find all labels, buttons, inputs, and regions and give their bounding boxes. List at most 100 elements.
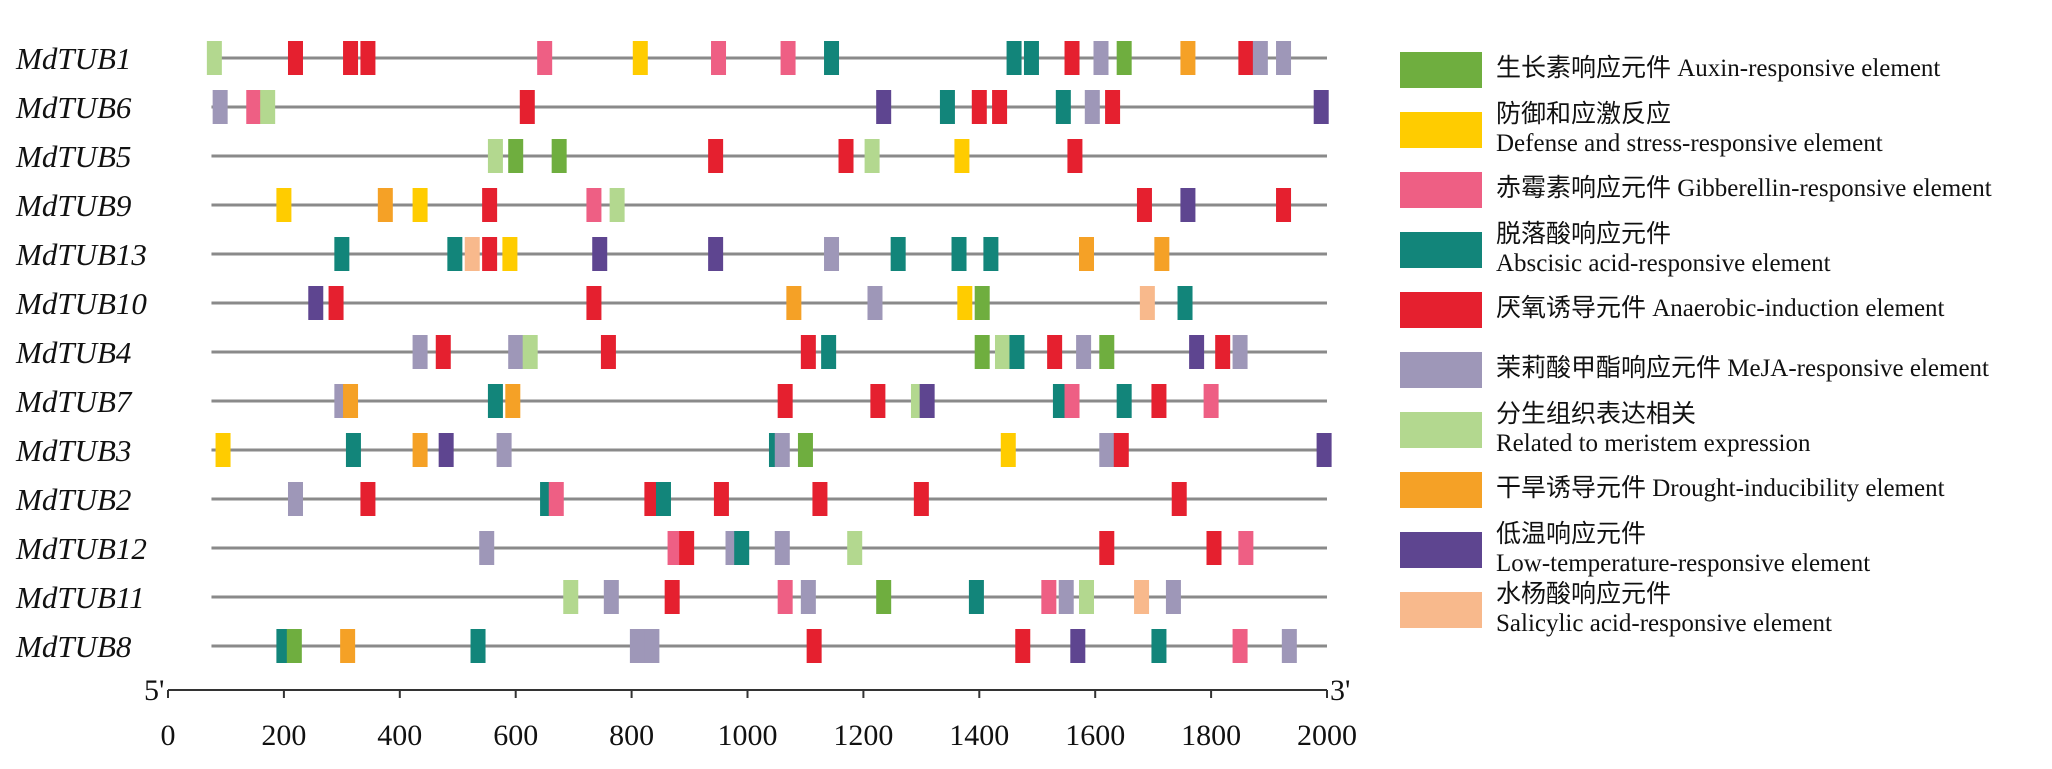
element-box-abscisic xyxy=(1023,41,1039,75)
legend-label: 生长素响应元件 Auxin-responsive element xyxy=(1496,55,1941,82)
element-box-meristem xyxy=(864,139,880,173)
element-box-abscisic xyxy=(447,237,463,271)
element-box-anaerobic xyxy=(644,482,660,516)
element-box-abscisic xyxy=(1006,41,1022,75)
element-box-drought xyxy=(505,384,521,418)
gene-row: MdTUB4 xyxy=(15,335,1327,370)
element-box-abscisic xyxy=(1177,286,1193,320)
element-box-drought xyxy=(340,629,356,663)
x-axis: 5' 3' 0 200 400 600 800 1000 1200 1400 1600 1800 2… xyxy=(144,674,1357,752)
element-box-anaerobic xyxy=(1238,41,1254,75)
element-box-anaerobic xyxy=(1215,335,1231,369)
element-box-lowtemp xyxy=(308,286,324,320)
element-box-anaerobic xyxy=(287,41,303,75)
element-box-anaerobic xyxy=(343,41,359,75)
x-tick-label: 200 xyxy=(261,719,306,752)
legend-label: 水杨酸响应元件 Salicylic acid-responsive element xyxy=(1496,581,1832,637)
element-box-meja xyxy=(644,629,660,663)
gene-row: MdTUB12 xyxy=(15,531,1327,566)
legend-swatch xyxy=(1400,412,1482,448)
element-box-anaerobic xyxy=(1136,188,1152,222)
element-box-abscisic xyxy=(1055,90,1071,124)
element-box-auxin xyxy=(974,286,990,320)
gene-row: MdTUB1 xyxy=(15,41,1327,76)
element-box-meja xyxy=(1058,580,1074,614)
gene-label: MdTUB6 xyxy=(15,90,132,125)
gene-row: MdTUB9 xyxy=(15,188,1327,223)
gene-row: MdTUB7 xyxy=(15,384,1327,419)
legend-label: 低温响应元件 Low-temperature-responsive element xyxy=(1496,521,1871,577)
element-box-auxin xyxy=(1116,41,1132,75)
element-box-meja xyxy=(1084,90,1100,124)
element-box-anaerobic xyxy=(1047,335,1063,369)
gene-row: MdTUB6 xyxy=(15,90,1329,125)
element-box-meja xyxy=(629,629,645,663)
gene-label: MdTUB9 xyxy=(15,188,131,223)
element-box-meristem xyxy=(522,335,538,369)
element-box-drought xyxy=(1154,237,1170,271)
element-box-meristem xyxy=(609,188,625,222)
element-box-meja xyxy=(774,433,790,467)
element-box-anaerobic xyxy=(800,335,816,369)
legend-label: 茉莉酸甲酯响应元件 MeJA-responsive element xyxy=(1496,355,1989,382)
element-box-meristem xyxy=(994,335,1010,369)
element-box-anaerobic xyxy=(586,286,602,320)
gene-label: MdTUB12 xyxy=(15,531,147,566)
element-box-meja xyxy=(479,531,495,565)
element-box-anaerobic xyxy=(1276,188,1292,222)
element-box-defense xyxy=(215,433,231,467)
element-box-abscisic xyxy=(1009,335,1025,369)
element-box-anaerobic xyxy=(328,286,344,320)
element-box-anaerobic xyxy=(435,335,451,369)
element-box-defense xyxy=(502,237,518,271)
element-box-anaerobic xyxy=(1151,384,1167,418)
element-box-gibberellin xyxy=(537,41,553,75)
gene-label: MdTUB5 xyxy=(15,139,131,174)
legend-swatch xyxy=(1400,472,1482,508)
element-box-abscisic xyxy=(470,629,486,663)
element-box-gibberellin xyxy=(1203,384,1219,418)
element-box-meristem xyxy=(1079,580,1095,614)
element-box-lowtemp xyxy=(1180,188,1196,222)
element-box-drought xyxy=(377,188,393,222)
element-box-gibberellin xyxy=(777,580,793,614)
element-box-defense xyxy=(957,286,973,320)
element-box-auxin xyxy=(508,139,524,173)
element-box-gibberellin xyxy=(246,90,262,124)
x-tick-label: 1200 xyxy=(833,719,893,752)
element-box-gibberellin xyxy=(780,41,796,75)
legend-swatch xyxy=(1400,592,1482,628)
element-box-anaerobic xyxy=(971,90,987,124)
gene-label: MdTUB10 xyxy=(15,286,147,321)
element-box-lowtemp xyxy=(708,237,724,271)
x-tick-label: 800 xyxy=(609,719,654,752)
x-axis-ticks: 0 200 400 600 800 1000 1200 1400 1600 1800 2000 xyxy=(161,690,1357,752)
element-box-abscisic xyxy=(345,433,361,467)
element-box-abscisic xyxy=(1151,629,1167,663)
gene-label: MdTUB8 xyxy=(15,629,132,664)
element-box-meja xyxy=(508,335,524,369)
element-box-meja xyxy=(603,580,619,614)
element-box-anaerobic xyxy=(777,384,793,418)
element-box-anaerobic xyxy=(664,580,680,614)
element-box-gibberellin xyxy=(711,41,727,75)
element-box-meja xyxy=(1165,580,1181,614)
element-box-defense xyxy=(1000,433,1016,467)
three-prime-label: 3' xyxy=(1330,674,1350,707)
element-box-defense xyxy=(412,188,428,222)
legend-label: 赤霉素响应元件 Gibberellin-responsive element xyxy=(1496,175,1992,202)
element-box-gibberellin xyxy=(548,482,564,516)
element-box-drought xyxy=(412,433,428,467)
legend: 生长素响应元件 Auxin-responsive element 防御和应激反应 D… xyxy=(1400,46,2040,646)
element-box-meristem xyxy=(487,139,503,173)
legend-label: 脱落酸响应元件 Abscisic acid-responsive element xyxy=(1496,221,1831,277)
element-box-lowtemp xyxy=(1313,90,1329,124)
element-box-meja xyxy=(774,531,790,565)
element-box-meja xyxy=(867,286,883,320)
element-box-abscisic xyxy=(1052,384,1068,418)
element-box-meristem xyxy=(563,580,579,614)
element-box-auxin xyxy=(974,335,990,369)
element-box-anaerobic xyxy=(806,629,822,663)
x-tick-label: 1600 xyxy=(1065,719,1125,752)
gene-row: MdTUB13 xyxy=(15,237,1327,272)
